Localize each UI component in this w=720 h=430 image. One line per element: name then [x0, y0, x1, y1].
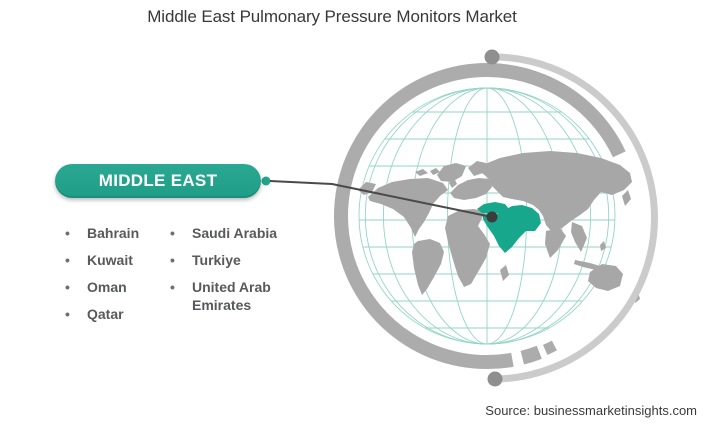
- landmass-greenland: [437, 163, 466, 182]
- pill-anchor-dot: [261, 176, 271, 186]
- list-item: • United Arab Emirates: [170, 278, 295, 314]
- landmass-uk: [449, 178, 457, 188]
- country-column-2: • Saudi Arabia • Turkiye • United Arab E…: [170, 224, 295, 332]
- orbit-ring: [334, 63, 626, 369]
- country-label: Turkiye: [192, 252, 241, 268]
- orbit-swoosh: [484, 49, 658, 387]
- list-item: • Saudi Arabia: [170, 224, 295, 242]
- connector: [261, 176, 498, 223]
- landmass-india: [545, 228, 566, 258]
- bullet-icon: •: [65, 252, 70, 268]
- source-text: Source: businessmarketinsights.com: [485, 403, 697, 418]
- region-pill: MIDDLE EAST: [55, 164, 261, 198]
- bullet-icon: •: [170, 252, 175, 268]
- region-turkey: [477, 202, 509, 214]
- list-item: • Bahrain: [65, 224, 170, 242]
- orbit-dot-top: [484, 49, 500, 65]
- landmass-japan: [622, 190, 631, 206]
- connector-line: [269, 180, 493, 218]
- landmass-asia: [480, 151, 632, 232]
- country-label: United Arab Emirates: [192, 279, 271, 313]
- landmass-arctic-islands: [415, 169, 428, 176]
- landmass-indonesia: [574, 260, 600, 270]
- landmass-madagascar: [500, 265, 509, 281]
- world-map: [358, 151, 640, 303]
- country-label: Bahrain: [87, 225, 140, 241]
- bullet-icon: •: [170, 225, 175, 241]
- landmass-se-asia: [571, 222, 587, 252]
- region-anchor-dot: [486, 211, 498, 223]
- landmass-australia: [588, 264, 623, 291]
- landmass-scandinavia: [468, 161, 486, 176]
- landmass-philippines: [600, 241, 606, 251]
- landmass-africa: [445, 209, 490, 287]
- list-item: • Turkiye: [170, 251, 295, 269]
- landmass-europe: [450, 178, 492, 200]
- list-item: • Qatar: [65, 305, 170, 323]
- bullet-icon: •: [65, 279, 70, 295]
- orbit-ring-dash-2: [542, 340, 557, 355]
- landmass-south-america: [412, 239, 444, 295]
- bullet-icon: •: [65, 225, 70, 241]
- country-label: Oman: [87, 279, 127, 295]
- bullet-icon: •: [170, 279, 175, 295]
- landmass-arctic-islands-2: [430, 168, 440, 175]
- orbit-dot-bottom: [487, 371, 503, 387]
- country-label: Saudi Arabia: [192, 225, 278, 241]
- country-label: Qatar: [87, 306, 124, 322]
- orbit-ring-dash-1: [520, 345, 542, 365]
- page-title: Middle East Pulmonary Pressure Monitors …: [147, 7, 517, 26]
- country-label: Kuwait: [87, 252, 133, 268]
- region-pill-label: MIDDLE EAST: [98, 171, 218, 190]
- bullet-icon: •: [65, 306, 70, 322]
- landmass-north-america: [368, 178, 448, 237]
- country-column-1: • Bahrain • Kuwait • Oman • Qatar: [65, 224, 170, 332]
- country-list: • Bahrain • Kuwait • Oman • Qatar • Saud…: [65, 224, 295, 332]
- list-item: • Kuwait: [65, 251, 170, 269]
- list-item: • Oman: [65, 278, 170, 296]
